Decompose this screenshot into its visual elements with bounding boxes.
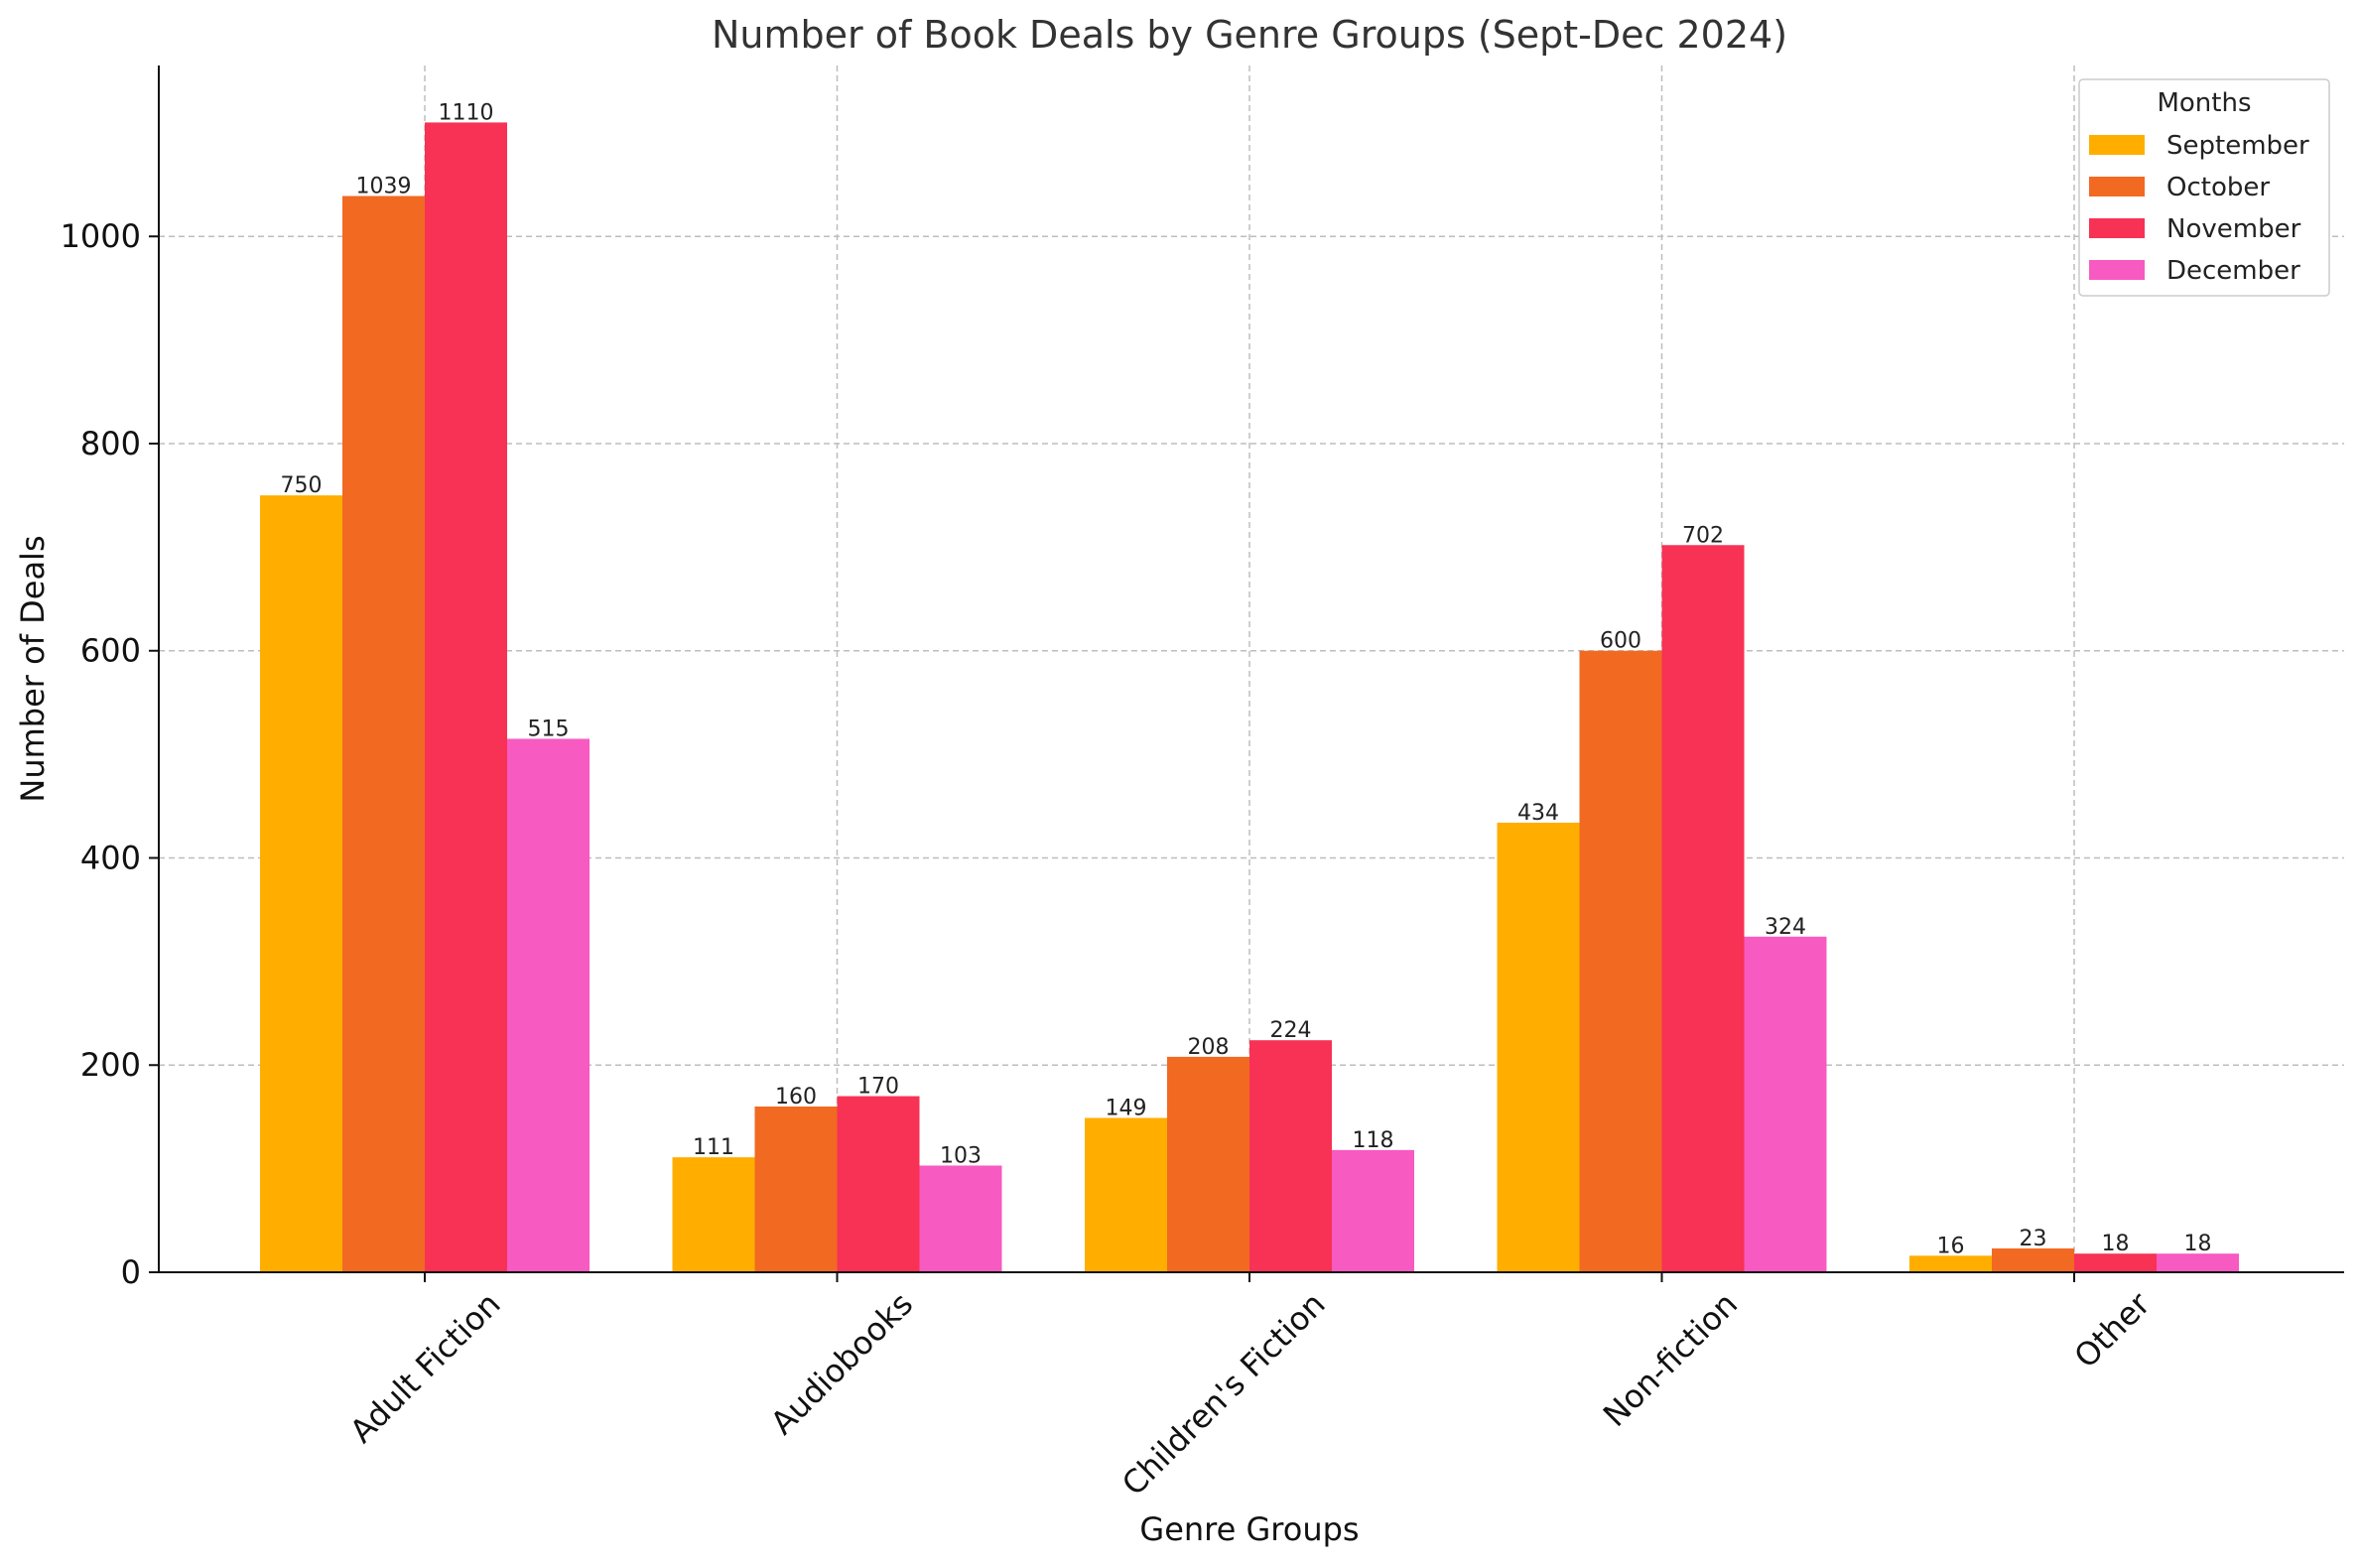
bar bbox=[1579, 650, 1662, 1272]
bar bbox=[260, 495, 342, 1273]
data-labels: 750 1039 1110 515 111 160 170 103 149 208 224 118 43… bbox=[281, 100, 2212, 1258]
bar bbox=[425, 122, 507, 1273]
data-label: 160 bbox=[775, 1085, 817, 1110]
data-label: 118 bbox=[1353, 1128, 1394, 1153]
bar bbox=[1249, 1040, 1332, 1272]
bars bbox=[260, 122, 2239, 1273]
legend-swatch bbox=[2089, 135, 2145, 155]
bar bbox=[507, 738, 590, 1272]
x-tick-label: Audiobooks bbox=[763, 1285, 920, 1442]
y-tick-label: 400 bbox=[80, 839, 141, 876]
y-tick-label: 800 bbox=[80, 425, 141, 462]
bar bbox=[2074, 1253, 2157, 1272]
x-tick-label: Adult Fiction bbox=[342, 1285, 507, 1450]
y-tick-label: 200 bbox=[80, 1046, 141, 1084]
bar bbox=[1992, 1247, 2074, 1272]
y-tick-label: 600 bbox=[80, 632, 141, 670]
data-label: 702 bbox=[1682, 523, 1724, 548]
data-label: 515 bbox=[528, 717, 570, 741]
data-label: 103 bbox=[940, 1143, 982, 1168]
bar bbox=[1744, 936, 1827, 1272]
data-label: 324 bbox=[1765, 915, 1806, 940]
bar bbox=[1085, 1117, 1167, 1272]
bar bbox=[2157, 1253, 2239, 1272]
y-tick-label: 1000 bbox=[61, 217, 141, 255]
bar bbox=[1661, 545, 1745, 1272]
legend-label: November bbox=[2166, 214, 2301, 244]
bar bbox=[1332, 1149, 1414, 1272]
legend: Months September October November December bbox=[2078, 78, 2330, 297]
data-label: 111 bbox=[693, 1135, 734, 1160]
data-label: 600 bbox=[1600, 629, 1641, 654]
bar bbox=[1497, 823, 1580, 1272]
y-tick-label: 0 bbox=[121, 1253, 141, 1291]
axes bbox=[149, 65, 2344, 1282]
bar bbox=[342, 196, 425, 1273]
data-label: 1039 bbox=[356, 175, 412, 199]
data-label: 224 bbox=[1270, 1018, 1312, 1043]
chart-title: Number of Book Deals by Genre Groups (Se… bbox=[712, 13, 1787, 57]
bar bbox=[754, 1106, 838, 1272]
data-label: 750 bbox=[281, 473, 323, 498]
legend-swatch bbox=[2089, 218, 2145, 238]
legend-swatch bbox=[2089, 260, 2145, 280]
data-label: 170 bbox=[857, 1075, 899, 1100]
x-tick-label: Children's Fiction bbox=[1115, 1285, 1333, 1503]
legend-box bbox=[2078, 78, 2330, 297]
data-label: 1110 bbox=[439, 100, 494, 125]
data-label: 434 bbox=[1517, 801, 1559, 826]
legend-title: Months bbox=[2157, 88, 2251, 118]
data-label: 208 bbox=[1188, 1035, 1230, 1060]
legend-label: September bbox=[2166, 131, 2309, 161]
data-label: 149 bbox=[1106, 1096, 1147, 1120]
bar bbox=[919, 1165, 1002, 1272]
data-label: 18 bbox=[2184, 1232, 2212, 1256]
data-label: 18 bbox=[2102, 1232, 2130, 1256]
y-axis-label: Number of Deals bbox=[14, 535, 52, 802]
bar bbox=[1167, 1056, 1249, 1272]
x-axis-label: Genre Groups bbox=[1139, 1510, 1359, 1548]
x-tick-label: Non-fiction bbox=[1596, 1285, 1745, 1434]
bar bbox=[1909, 1255, 1992, 1272]
bar bbox=[672, 1157, 755, 1272]
bar bbox=[837, 1096, 920, 1272]
legend-label: December bbox=[2166, 256, 2300, 286]
data-label: 16 bbox=[1937, 1234, 1965, 1258]
x-tick-label: Other bbox=[2067, 1284, 2159, 1375]
legend-label: October bbox=[2166, 173, 2270, 202]
legend-swatch bbox=[2089, 177, 2145, 196]
data-label: 23 bbox=[2020, 1227, 2047, 1251]
